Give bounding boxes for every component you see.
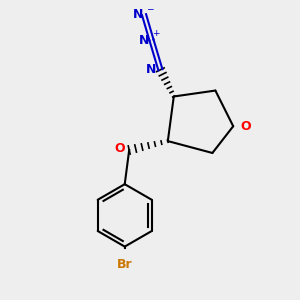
Text: Br: Br: [117, 258, 133, 271]
Text: O: O: [241, 120, 251, 133]
Text: N: N: [146, 63, 157, 76]
Text: −: −: [146, 4, 154, 13]
Text: N: N: [133, 8, 143, 21]
Text: O: O: [114, 142, 125, 155]
Text: +: +: [152, 29, 160, 38]
Text: N: N: [139, 34, 149, 46]
